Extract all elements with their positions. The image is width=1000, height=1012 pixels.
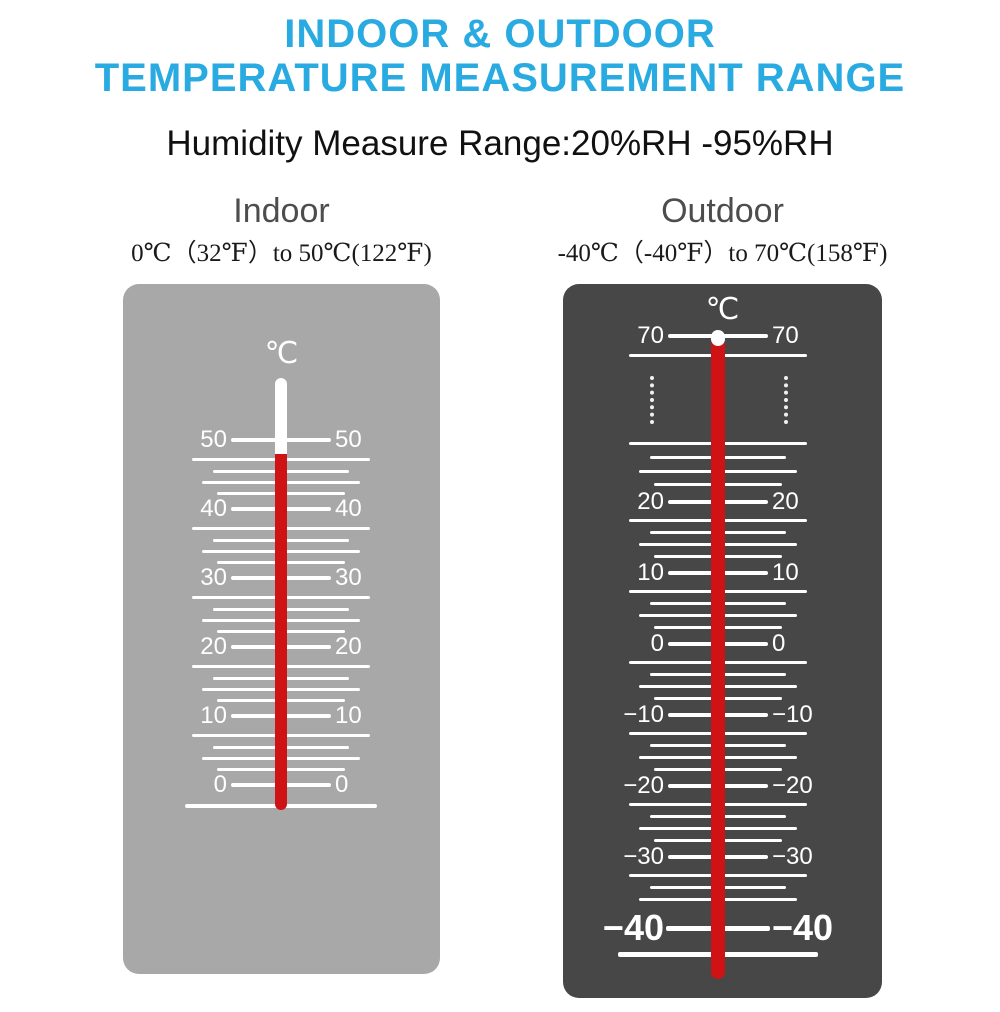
indoor-scale-label-left: 30 bbox=[200, 564, 227, 591]
indoor-heading: Indoor bbox=[233, 192, 330, 230]
indoor-scale-label-left: 40 bbox=[200, 495, 227, 522]
outdoor-scale-label-left: 70 bbox=[637, 322, 664, 349]
outdoor-scale-label-right: −40 bbox=[772, 907, 834, 948]
outdoor-scale-dotted-gap-left bbox=[650, 376, 654, 424]
outdoor-thermometer-mercury bbox=[711, 338, 725, 979]
outdoor-range-text: -40℃（-40℉）to 70℃(158℉) bbox=[557, 240, 888, 267]
outdoor-scale-label-right: 70 bbox=[772, 322, 799, 349]
outdoor-scale-label-left: 10 bbox=[637, 559, 664, 586]
indoor-scale-label-left: 10 bbox=[200, 702, 227, 729]
indoor-thermometer-panel: ℃ 50 50 40 40 30 30 20 20 10 10 0 0 bbox=[123, 284, 440, 974]
indoor-scale-label-right: 50 bbox=[335, 426, 362, 453]
outdoor-scale-label-left: −40 bbox=[602, 907, 664, 948]
indoor-celsius-unit: ℃ bbox=[264, 336, 299, 371]
indoor-scale-label-left: 50 bbox=[200, 426, 227, 453]
outdoor-scale-label-left: −20 bbox=[623, 772, 664, 799]
outdoor-scale-label-right: −10 bbox=[772, 701, 813, 728]
title-line-1: INDOOR & OUTDOOR bbox=[284, 12, 716, 56]
outdoor-scale-label-left: 0 bbox=[650, 630, 664, 657]
outdoor-scale-label-left: −30 bbox=[623, 843, 664, 870]
outdoor-heading: Outdoor bbox=[661, 192, 784, 230]
outdoor-scale-label-right: 20 bbox=[772, 488, 799, 515]
indoor-scale-label-right: 30 bbox=[335, 564, 362, 591]
indoor-scale-label-right: 10 bbox=[335, 702, 362, 729]
indoor-scale-label-left: 0 bbox=[213, 771, 227, 798]
outdoor-scale-dotted-gap-right bbox=[784, 376, 788, 424]
outdoor-scale-label-left: −10 bbox=[623, 701, 664, 728]
outdoor-scale-label-right: −20 bbox=[772, 772, 813, 799]
indoor-thermometer-mercury bbox=[275, 454, 287, 810]
outdoor-thermometer-panel: ℃ 70 70 20 20 10 10 0 0 −10 −10 −20 −20 −30 −30 −40 −40 bbox=[563, 284, 882, 998]
indoor-range-text: 0℃（32℉）to 50℃(122℉) bbox=[131, 240, 432, 267]
outdoor-scale-label-right: 10 bbox=[772, 559, 799, 586]
outdoor-scale-label-right: 0 bbox=[772, 630, 786, 657]
indoor-scale-label-right: 20 bbox=[335, 633, 362, 660]
indoor-thermometer-tube-top bbox=[275, 378, 287, 466]
indoor-scale-label-left: 20 bbox=[200, 633, 227, 660]
indoor-scale-label-right: 40 bbox=[335, 495, 362, 522]
outdoor-thermometer-tube-top bbox=[711, 330, 725, 346]
title-line-2: TEMPERATURE MEASUREMENT RANGE bbox=[94, 56, 906, 100]
outdoor-scale-label-left: 20 bbox=[637, 488, 664, 515]
indoor-scale-label-right: 0 bbox=[335, 771, 349, 798]
humidity-range-text: Humidity Measure Range:20%RH -95%RH bbox=[166, 124, 834, 163]
outdoor-scale-label-right: −30 bbox=[772, 843, 813, 870]
outdoor-celsius-unit: ℃ bbox=[705, 292, 740, 327]
